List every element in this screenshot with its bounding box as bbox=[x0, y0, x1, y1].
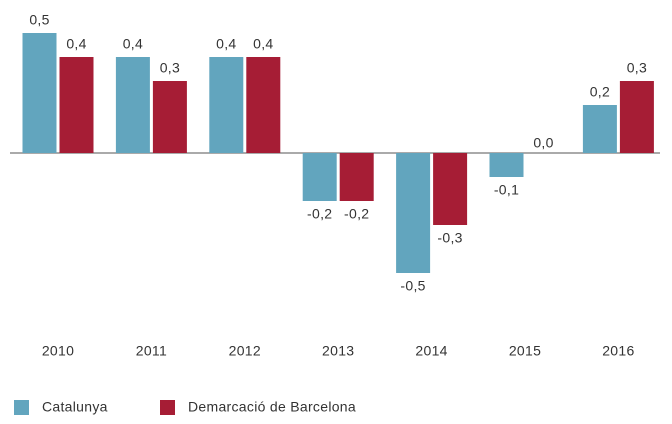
bar bbox=[339, 153, 374, 201]
value-label: -0,2 bbox=[344, 206, 369, 222]
legend-label: Catalunya bbox=[42, 399, 108, 415]
bar bbox=[22, 33, 57, 153]
x-tick-label: 2016 bbox=[602, 343, 634, 359]
value-label: 0,2 bbox=[590, 84, 610, 100]
x-tick-label: 2010 bbox=[42, 343, 74, 359]
value-label: 0,3 bbox=[160, 60, 180, 76]
value-label: 0,4 bbox=[66, 36, 86, 52]
value-label: -0,2 bbox=[307, 206, 332, 222]
x-tick-label: 2011 bbox=[136, 343, 167, 359]
legend-label: Demarcació de Barcelona bbox=[188, 399, 356, 415]
value-label: 0,5 bbox=[29, 12, 49, 28]
value-label: 0,4 bbox=[253, 36, 273, 52]
value-label: -0,3 bbox=[437, 230, 462, 246]
value-label: 0,0 bbox=[533, 135, 553, 151]
bar bbox=[152, 81, 187, 153]
bar bbox=[582, 105, 617, 153]
legend-swatch bbox=[160, 400, 175, 415]
x-tick-label: 2014 bbox=[415, 343, 447, 359]
value-label: -0,1 bbox=[494, 182, 519, 198]
bar bbox=[489, 153, 524, 177]
value-label: 0,4 bbox=[216, 36, 236, 52]
bar bbox=[115, 57, 150, 153]
bar bbox=[302, 153, 337, 201]
bar bbox=[619, 81, 654, 153]
value-label: 0,4 bbox=[123, 36, 143, 52]
bar bbox=[246, 57, 281, 153]
bar bbox=[433, 153, 468, 225]
bar bbox=[59, 57, 94, 153]
bar bbox=[209, 57, 244, 153]
value-label: -0,5 bbox=[400, 278, 425, 294]
x-tick-label: 2015 bbox=[509, 343, 541, 359]
x-tick-label: 2013 bbox=[322, 343, 354, 359]
value-label: 0,3 bbox=[627, 60, 647, 76]
legend-swatch bbox=[14, 400, 29, 415]
bar bbox=[396, 153, 431, 273]
x-tick-label: 2012 bbox=[229, 343, 261, 359]
